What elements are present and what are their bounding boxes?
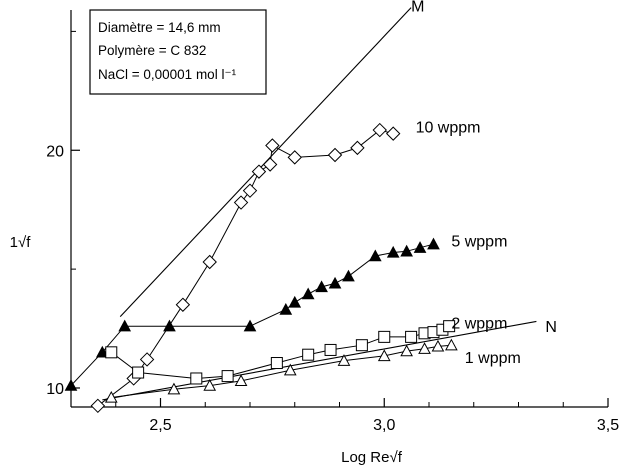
axis-ticks: 10 20 2,5 3,0 3,5 xyxy=(46,30,619,434)
data-point-square xyxy=(302,348,315,361)
data-point-filled-triangle xyxy=(64,379,78,391)
data-point-open-triangle xyxy=(234,374,248,387)
y-axis-label: 1√f xyxy=(10,234,32,251)
series-line-5-wppm xyxy=(70,243,434,386)
data-point-open-triangle xyxy=(377,349,391,362)
data-point-open-triangle xyxy=(167,382,181,395)
data-point-filled-triangle xyxy=(328,276,342,289)
data-point-open-triangle xyxy=(445,338,458,351)
info-box-border xyxy=(89,9,267,95)
series-label-5-wppm: 5 wppm xyxy=(451,234,507,251)
data-point-filled-triangle xyxy=(315,280,328,293)
x-axis-label: Log Re√f xyxy=(341,449,403,466)
series-2-wppm xyxy=(105,320,456,385)
data-point-diamond xyxy=(287,150,302,165)
data-point-open-triangle xyxy=(104,390,118,403)
data-point-filled-triangle xyxy=(279,302,293,315)
data-point-open-triangle xyxy=(283,363,297,376)
series-labels: 10 wppm 5 wppm 2 wppm 1 wppm M N xyxy=(411,0,557,367)
info-box: Diamètre = 14,6 mm Polymère = C 832 NaCl… xyxy=(89,9,267,95)
data-point-filled-triangle xyxy=(301,287,315,300)
data-series xyxy=(64,122,458,414)
data-point-diamond xyxy=(175,297,191,312)
data-point-diamond xyxy=(90,398,106,414)
info-polymer: Polymère = C 832 xyxy=(98,43,206,58)
data-point-diamond xyxy=(251,164,267,179)
x-tick-label: 3,0 xyxy=(373,417,395,434)
data-point-filled-triangle xyxy=(243,319,257,332)
series-10-wppm xyxy=(90,122,401,414)
data-point-diamond xyxy=(262,157,278,172)
data-point-square xyxy=(270,357,283,370)
data-point-filled-triangle xyxy=(400,244,413,257)
data-point-filled-triangle xyxy=(163,319,176,332)
data-point-open-triangle xyxy=(418,342,431,354)
data-point-square xyxy=(443,320,456,333)
y-tick-label: 10 xyxy=(46,381,64,398)
series-label-1-wppm: 1 wppm xyxy=(465,350,521,367)
x-tick-label: 2,5 xyxy=(149,417,171,434)
data-point-square xyxy=(190,372,203,385)
data-point-filled-triangle xyxy=(342,269,355,282)
data-point-filled-triangle xyxy=(427,237,440,250)
series-label-2-wppm: 2 wppm xyxy=(451,316,507,333)
data-point-diamond xyxy=(242,183,258,198)
series-label-10-wppm: 10 wppm xyxy=(416,119,481,136)
data-point-open-triangle xyxy=(337,354,351,366)
y-tick-label: 20 xyxy=(46,143,64,160)
data-point-filled-triangle xyxy=(118,319,132,332)
data-point-square xyxy=(132,366,145,379)
data-point-square xyxy=(378,330,391,343)
data-point-filled-triangle xyxy=(368,249,382,262)
data-point-square xyxy=(405,330,418,343)
data-point-filled-triangle xyxy=(413,241,427,253)
data-point-square xyxy=(105,346,118,359)
data-point-square xyxy=(324,343,337,356)
data-point-diamond xyxy=(202,254,217,270)
info-diameter: Diamètre = 14,6 mm xyxy=(98,20,221,35)
data-point-square xyxy=(355,339,368,352)
data-point-filled-triangle xyxy=(288,295,302,308)
data-point-square xyxy=(221,370,234,383)
data-point-diamond xyxy=(139,352,155,367)
data-point-filled-triangle xyxy=(386,245,400,258)
series-1-wppm xyxy=(104,338,458,403)
data-point-open-triangle xyxy=(203,379,217,391)
reference-label-m: M xyxy=(411,0,424,15)
data-point-diamond xyxy=(350,140,365,156)
data-point-diamond xyxy=(372,122,387,138)
data-point-open-triangle xyxy=(431,339,445,352)
data-point-open-triangle xyxy=(400,344,413,357)
data-point-diamond xyxy=(265,138,280,153)
series-line-1-wppm xyxy=(111,344,452,398)
series-5-wppm xyxy=(64,237,440,391)
info-salt: NaCl = 0,00001 mol l⁻¹ xyxy=(98,67,237,82)
data-point-diamond xyxy=(385,126,401,141)
reference-label-n: N xyxy=(545,319,557,336)
data-point-diamond xyxy=(327,147,343,163)
data-point-filled-triangle xyxy=(95,345,109,358)
x-tick-label: 3,5 xyxy=(597,417,619,434)
data-point-diamond xyxy=(233,195,249,210)
